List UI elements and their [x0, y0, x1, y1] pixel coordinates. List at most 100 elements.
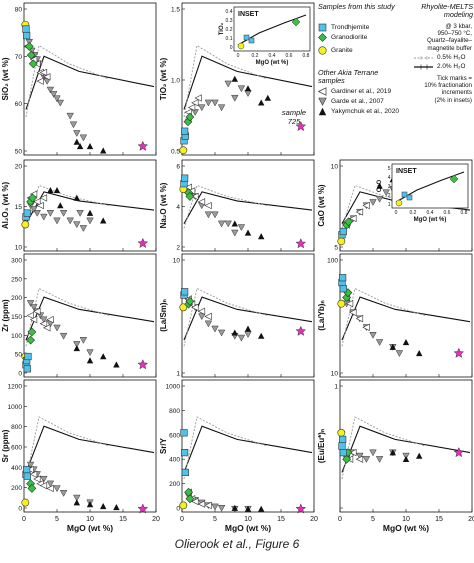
- x-tick-label: 5: [371, 516, 375, 523]
- y-tick-label: 1000: [166, 384, 181, 391]
- gardiner-point: [362, 201, 370, 210]
- gardiner-point: [349, 308, 357, 317]
- garde-point: [86, 349, 94, 357]
- garde-point: [40, 316, 48, 324]
- yakymchuk-point: [258, 332, 265, 339]
- model-curve-2pct: [183, 296, 313, 341]
- yakymchuk-point: [244, 505, 252, 512]
- y-axis-label: TiO₂ (wt %): [159, 57, 168, 100]
- y-tick-label: 1000: [8, 404, 23, 411]
- star-sample-725-point: [137, 237, 149, 249]
- model-curve-2pct: [183, 55, 313, 110]
- inset-x-axis-label: MgO (wt %): [256, 60, 289, 66]
- garde-point: [224, 80, 232, 88]
- gardiner-point: [33, 475, 41, 483]
- gardiner-point: [43, 73, 51, 81]
- garde-point: [73, 221, 81, 229]
- dashed-line-icon: [414, 56, 433, 60]
- x-tick-label: 20: [310, 516, 318, 523]
- garde-point: [211, 325, 219, 333]
- circle-marker-icon: [318, 46, 327, 55]
- y-tick-label: 600: [11, 445, 22, 452]
- garde-point: [46, 86, 55, 94]
- inset-y-tick-label: 0.3: [226, 18, 233, 24]
- trondhjemite-point: [180, 429, 188, 437]
- y-tick-label: 15: [15, 204, 23, 211]
- star-sample-725-point: [137, 503, 149, 514]
- y-axis-label: (La/Yb)ₙ: [317, 300, 326, 330]
- granodiorite-point: [26, 335, 36, 345]
- y-axis-label: Al₂O₃ (wt %): [1, 182, 10, 230]
- model-curve-2pct: [25, 55, 155, 110]
- garde-point: [26, 300, 35, 307]
- figure-caption: Olierook et al., Figure 6: [174, 537, 300, 551]
- trondhjemite-point: [181, 288, 189, 296]
- x-tick-label: 15: [277, 516, 285, 523]
- gardiner-point: [197, 307, 206, 316]
- inset-y-tick-label: 1: [388, 202, 391, 208]
- model-curve-05pct: [183, 416, 268, 480]
- gardiner-point: [39, 194, 48, 202]
- x-tick-label: 15: [435, 516, 443, 523]
- x-tick-label: 0: [338, 516, 342, 523]
- yakymchuk-point: [416, 452, 423, 459]
- left-triangle-marker-icon: [318, 87, 327, 96]
- trondhjemite-point: [181, 127, 189, 135]
- gardiner-point: [355, 455, 364, 463]
- trondhjemite-point: [339, 435, 347, 444]
- y-tick-label: 200: [11, 295, 22, 302]
- y-axis-label: Na₂O (wt %): [159, 182, 168, 228]
- inset-y-tick-label: 2: [388, 193, 391, 199]
- gardiner-point: [36, 201, 44, 210]
- legend-this-study-title: Samples from this study: [318, 2, 395, 11]
- y-tick-label: 600: [169, 432, 180, 439]
- garde-point: [86, 217, 94, 225]
- gardiner-point: [355, 314, 364, 323]
- granodiorite-point: [185, 112, 195, 122]
- x-tick-label: 5: [213, 516, 217, 523]
- yakymchuk-point: [113, 503, 120, 511]
- inset-x-tick-label: 0.2: [252, 53, 259, 59]
- star-sample-725-point: [295, 503, 307, 514]
- y-tick-label: 1.0: [171, 78, 180, 85]
- garde-point: [204, 211, 213, 219]
- y-tick-label: 800: [11, 424, 22, 431]
- garde-point: [211, 99, 219, 107]
- y-tick-label: 70: [15, 54, 23, 61]
- yakymchuk-point: [86, 143, 94, 150]
- y-tick-label: 10: [173, 258, 181, 265]
- y-tick-label: 100: [327, 258, 338, 265]
- yakymchuk-point: [113, 361, 120, 368]
- garde-point: [53, 485, 61, 493]
- granodiorite-point: [27, 327, 37, 337]
- x-tick-label: 5: [55, 516, 59, 523]
- trondhjemite-point: [23, 465, 31, 474]
- garde-point: [66, 112, 74, 120]
- granodiorite-point: [24, 42, 34, 51]
- gardiner-point: [46, 315, 54, 324]
- gardiner-point: [33, 307, 41, 316]
- trondhjemite-point: [23, 472, 31, 480]
- inset-y-tick-label: 0.1: [226, 36, 233, 42]
- yakymchuk-point: [86, 501, 94, 508]
- inset-granodiorite-point: [449, 174, 459, 184]
- garde-point: [211, 503, 219, 511]
- y-tick-label: 800: [169, 408, 180, 415]
- x-tick-label: 15: [119, 516, 127, 523]
- panel-frame: [339, 379, 473, 513]
- y-tick-label: 5: [334, 245, 338, 252]
- yakymchuk-point: [53, 187, 61, 194]
- garde-point: [73, 130, 81, 138]
- chart-panel-8: 100 10 (La/Yb)ₙ: [317, 253, 473, 378]
- gardiner-point: [191, 192, 199, 201]
- down-triangle-marker-icon: [318, 97, 327, 106]
- chart-panel-3: 20 15 10 Al₂O₃ (wt %): [1, 159, 157, 252]
- garde-point: [53, 324, 61, 332]
- garde-point: [79, 225, 88, 232]
- gardiner-point: [187, 103, 196, 112]
- garde-point: [79, 337, 88, 344]
- model-curve-2pct: [183, 191, 313, 224]
- granodiorite-point: [28, 193, 38, 203]
